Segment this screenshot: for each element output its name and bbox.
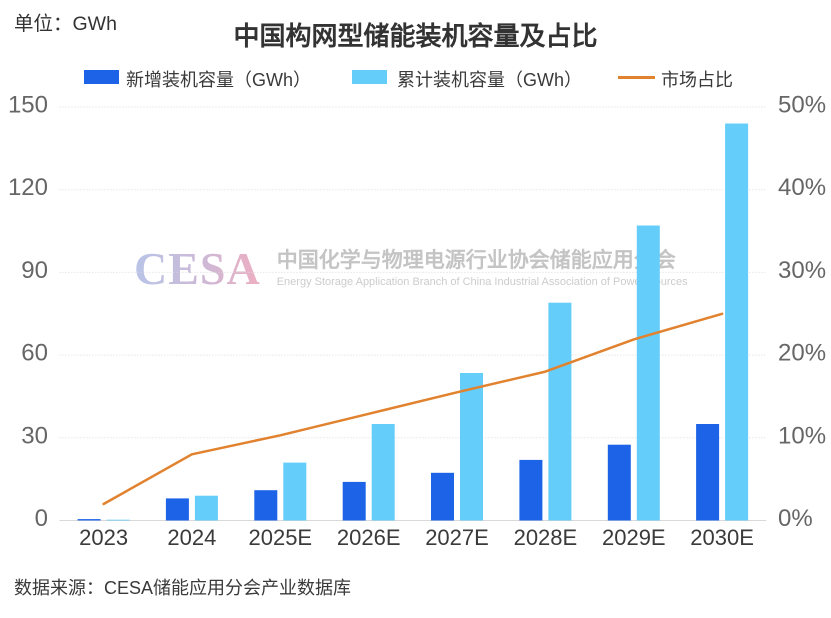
svg-text:150: 150 bbox=[8, 92, 48, 119]
svg-text:0: 0 bbox=[35, 505, 48, 532]
svg-text:2029E: 2029E bbox=[602, 525, 666, 550]
svg-text:40%: 40% bbox=[778, 174, 826, 201]
svg-text:30: 30 bbox=[21, 422, 48, 449]
svg-text:2030E: 2030E bbox=[690, 525, 754, 550]
svg-text:2025E: 2025E bbox=[248, 525, 312, 550]
svg-text:2023: 2023 bbox=[79, 525, 128, 550]
svg-text:90: 90 bbox=[21, 257, 48, 284]
svg-text:20%: 20% bbox=[778, 340, 826, 367]
svg-text:10%: 10% bbox=[778, 422, 826, 449]
svg-text:2027E: 2027E bbox=[425, 525, 489, 550]
svg-text:50%: 50% bbox=[778, 92, 826, 119]
svg-text:60: 60 bbox=[21, 340, 48, 367]
svg-text:0%: 0% bbox=[778, 505, 813, 532]
svg-text:2024: 2024 bbox=[167, 525, 216, 550]
svg-text:2026E: 2026E bbox=[337, 525, 401, 550]
svg-text:120: 120 bbox=[8, 174, 48, 201]
svg-text:2028E: 2028E bbox=[514, 525, 578, 550]
svg-text:30%: 30% bbox=[778, 257, 826, 284]
